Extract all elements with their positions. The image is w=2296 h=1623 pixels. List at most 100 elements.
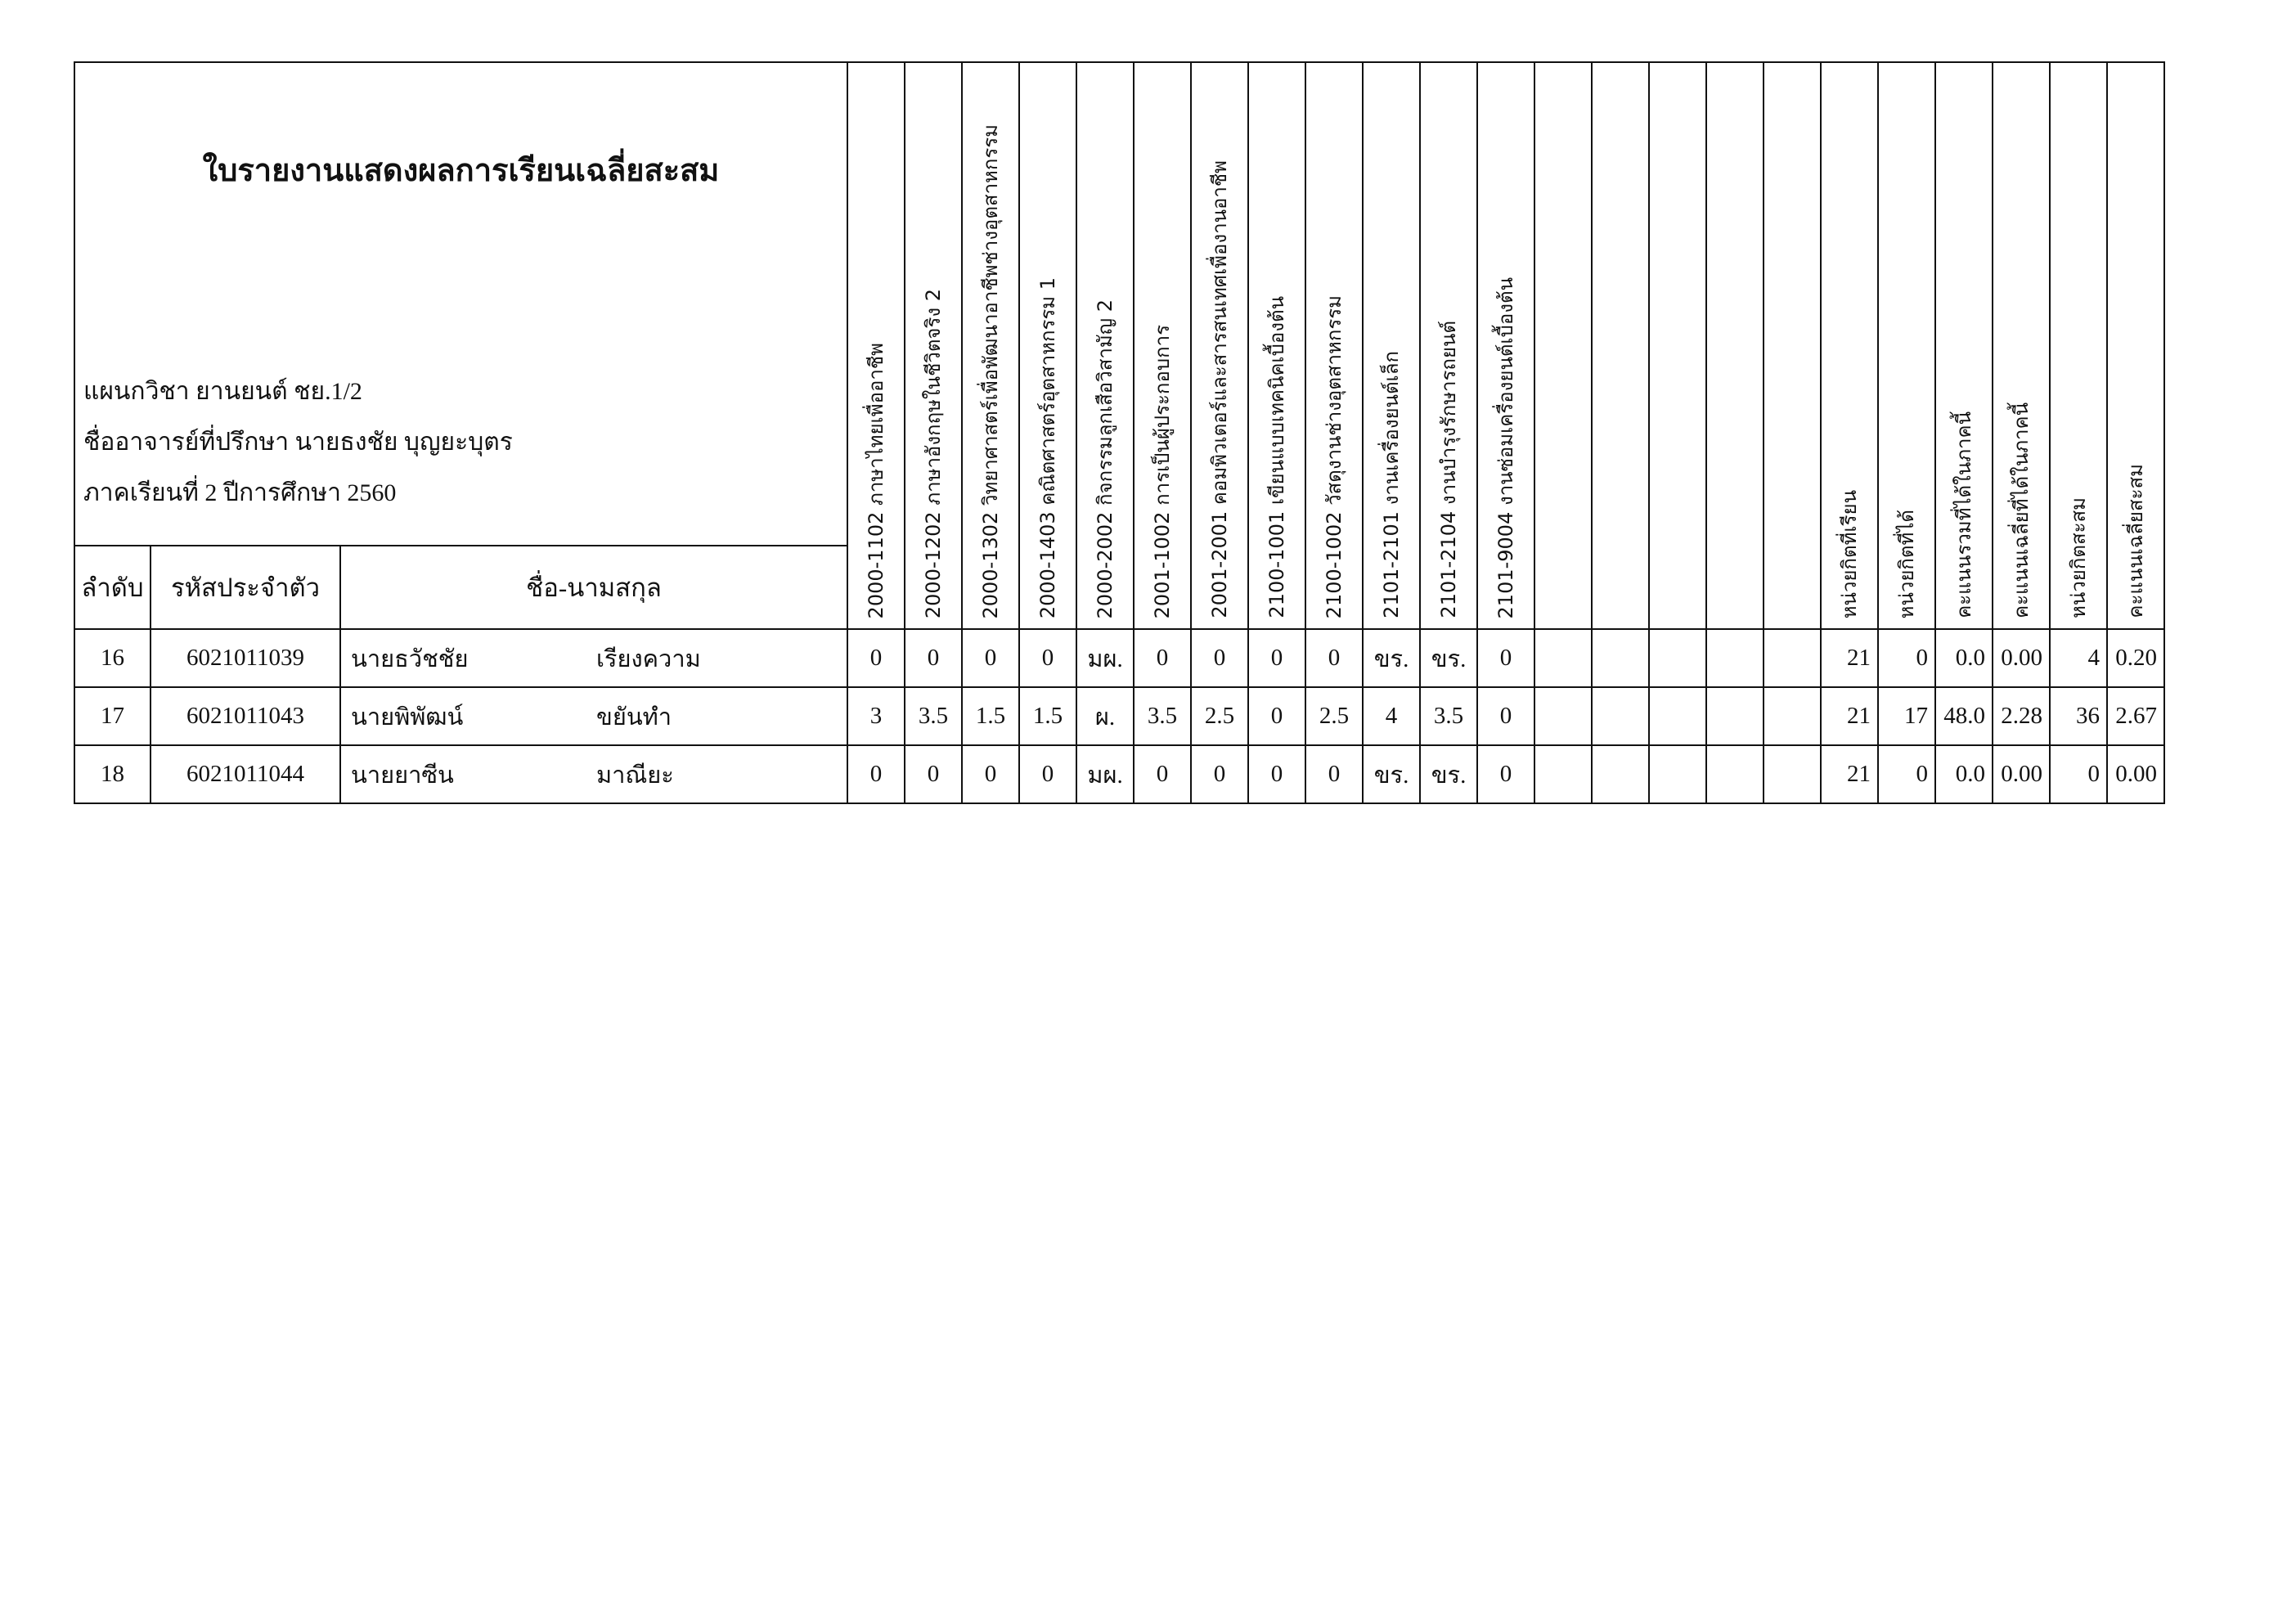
first-name: นายธวัชชัย bbox=[351, 645, 469, 672]
subject-column-header: 2000-1202 ภาษาอังกฤษในชีวิตจริง 2 bbox=[904, 61, 964, 630]
grade-cell: 3.5 bbox=[1133, 686, 1193, 746]
grade-cell: 0 bbox=[961, 628, 1021, 688]
department: แผนกวิชา ยานยนต์ ชย.1/2 bbox=[83, 378, 362, 405]
summary-cell: 4 bbox=[2049, 628, 2109, 688]
grade-cell: 0 bbox=[1133, 744, 1193, 804]
grade-cell bbox=[1591, 628, 1651, 688]
subject-column-header: 2101-2101 งานเครื่องยนต์เล็ก bbox=[1362, 61, 1422, 630]
grade-cell: มผ. bbox=[1076, 744, 1135, 804]
empty-column-header bbox=[1534, 61, 1593, 630]
subject-column-header-label: 2101-2104 งานบำรุงรักษารถยนต์ bbox=[1436, 321, 1460, 618]
summary-column-header: คะแนนรวมที่ได้ในภาคนี้ bbox=[1934, 61, 1994, 630]
row-number: 17 bbox=[74, 686, 151, 746]
grade-cell: 2.5 bbox=[1190, 686, 1250, 746]
grade-cell bbox=[1534, 744, 1593, 804]
grade-cell: ขร. bbox=[1362, 628, 1422, 688]
summary-column-header: หน่วยกิตที่ได้ bbox=[1877, 61, 1937, 630]
summary-cell: 2.28 bbox=[1992, 686, 2051, 746]
grade-cell: 0 bbox=[847, 744, 906, 804]
grade-cell bbox=[1705, 686, 1765, 746]
grade-cell: ขร. bbox=[1362, 744, 1422, 804]
summary-column-header-label: หน่วยกิตที่เรียน bbox=[1837, 489, 1861, 618]
summary-cell: 0 bbox=[2049, 744, 2109, 804]
summary-column-header-label: คะแนนเฉลี่ยที่ได้ในภาคนี้ bbox=[2009, 402, 2033, 618]
first-name: นายยาซีน bbox=[351, 762, 454, 789]
summary-column-header-label: คะแนนรวมที่ได้ในภาคนี้ bbox=[1952, 411, 1975, 618]
empty-column-header bbox=[1705, 61, 1765, 630]
summary-column-header-label: คะแนนเฉลี่ยสะสม bbox=[2123, 464, 2147, 618]
grade-cell: 0 bbox=[904, 744, 964, 804]
subject-column-header: 2000-1302 วิทยาศาสตร์เพื่อพัฒนาอาชีพช่าง… bbox=[961, 61, 1021, 630]
grade-cell bbox=[1534, 686, 1593, 746]
subject-column-header-label: 2101-2101 งานเครื่องยนต์เล็ก bbox=[1379, 351, 1403, 618]
subject-column-header: 2100-1002 วัสดุงานช่างอุตสาหกรรม bbox=[1305, 61, 1364, 630]
grade-cell: 0 bbox=[1476, 744, 1536, 804]
header-student-id: รหัสประจำตัว bbox=[150, 545, 341, 630]
grade-cell: 2.5 bbox=[1305, 686, 1364, 746]
report-header-block: ใบรายงานแสดงผลการเรียนเฉลี่ยสะสม แผนกวิช… bbox=[73, 61, 849, 546]
grade-cell: 0 bbox=[1247, 686, 1307, 746]
advisor: ชื่ออาจารย์ที่ปรึกษา นายธงชัย บุญยะบุตร bbox=[83, 429, 513, 456]
subject-column-header: 2000-1403 คณิตศาสตร์อุตสาหกรรม 1 bbox=[1018, 61, 1078, 630]
summary-column-header: หน่วยกิตที่เรียน bbox=[1820, 61, 1880, 630]
subject-column-header-label: 2001-2001 คอมพิวเตอร์และสารสนเทศเพื่องาน… bbox=[1207, 160, 1231, 618]
summary-cell: 0 bbox=[1877, 744, 1937, 804]
summary-cell: 0.00 bbox=[1992, 744, 2051, 804]
grade-cell: 0 bbox=[1247, 628, 1307, 688]
grade-cell: มผ. bbox=[1076, 628, 1135, 688]
last-name: ขยันทำ bbox=[596, 704, 672, 731]
grade-cell: 3 bbox=[847, 686, 906, 746]
grade-cell: 0 bbox=[1476, 628, 1536, 688]
grade-cell: 1.5 bbox=[961, 686, 1021, 746]
summary-cell: 21 bbox=[1820, 628, 1880, 688]
grade-cell: ขร. bbox=[1419, 744, 1479, 804]
subject-column-header-label: 2000-2002 กิจกรรมลูกเสือวิสามัญ 2 bbox=[1093, 299, 1117, 618]
summary-column-header-label: หน่วยกิตสะสม bbox=[2066, 497, 2090, 618]
summary-cell: 0 bbox=[1877, 628, 1937, 688]
summary-column-header-label: หน่วยกิตที่ได้ bbox=[1894, 509, 1918, 618]
last-name: เรียงความ bbox=[596, 645, 701, 672]
grade-cell bbox=[1763, 686, 1822, 746]
grade-cell: 0 bbox=[1247, 744, 1307, 804]
grade-cell: 1.5 bbox=[1018, 686, 1078, 746]
summary-cell: 0.0 bbox=[1934, 628, 1994, 688]
semester: ภาคเรียนที่ 2 ปีการศึกษา 2560 bbox=[83, 479, 397, 506]
summary-cell: 0.20 bbox=[2106, 628, 2166, 688]
grade-cell: 0 bbox=[1476, 686, 1536, 746]
summary-column-header: คะแนนเฉลี่ยสะสม bbox=[2106, 61, 2166, 630]
subject-column-header-label: 2000-1302 วิทยาศาสตร์เพื่อพัฒนาอาชีพช่าง… bbox=[978, 124, 1002, 619]
summary-cell: 36 bbox=[2049, 686, 2109, 746]
empty-column-header bbox=[1591, 61, 1651, 630]
student-name: นายยาซีน มาณียะ bbox=[339, 744, 849, 804]
empty-column-header bbox=[1763, 61, 1822, 630]
grade-cell: 0 bbox=[847, 628, 906, 688]
header-no: ลำดับ bbox=[74, 545, 151, 630]
grade-cell: 0 bbox=[1305, 628, 1364, 688]
student-id: 6021011044 bbox=[150, 744, 341, 804]
grade-cell bbox=[1648, 686, 1708, 746]
grade-report-table: ใบรายงานแสดงผลการเรียนเฉลี่ยสะสม แผนกวิช… bbox=[73, 61, 2166, 804]
subject-column-header: 2000-1102 ภาษาไทยเพื่ออาชีพ bbox=[847, 61, 906, 630]
last-name: มาณียะ bbox=[596, 762, 674, 789]
grade-cell bbox=[1763, 628, 1822, 688]
grade-cell: 0 bbox=[961, 744, 1021, 804]
grade-cell: 3.5 bbox=[1419, 686, 1479, 746]
grade-cell: 0 bbox=[1133, 628, 1193, 688]
subject-column-header-label: 2000-1202 ภาษาอังกฤษในชีวิตจริง 2 bbox=[921, 288, 945, 618]
grade-cell bbox=[1705, 628, 1765, 688]
first-name: นายพิพัฒน์ bbox=[351, 704, 464, 731]
grade-cell: 0 bbox=[904, 628, 964, 688]
summary-cell: 21 bbox=[1820, 686, 1880, 746]
student-id: 6021011043 bbox=[150, 686, 341, 746]
grade-cell bbox=[1591, 744, 1651, 804]
subject-column-header: 2001-1002 การเป็นผู้ประกอบการ bbox=[1133, 61, 1193, 630]
grade-cell: 0 bbox=[1190, 628, 1250, 688]
grade-cell bbox=[1648, 628, 1708, 688]
report-title: ใบรายงานแสดงผลการเรียนเฉลี่ยสะสม bbox=[202, 154, 720, 188]
subject-column-header: 2101-2104 งานบำรุงรักษารถยนต์ bbox=[1419, 61, 1479, 630]
summary-cell: 2.67 bbox=[2106, 686, 2166, 746]
summary-cell: 48.0 bbox=[1934, 686, 1994, 746]
subject-column-header-label: 2000-1102 ภาษาไทยเพื่ออาชีพ bbox=[864, 342, 887, 618]
row-number: 16 bbox=[74, 628, 151, 688]
row-number: 18 bbox=[74, 744, 151, 804]
